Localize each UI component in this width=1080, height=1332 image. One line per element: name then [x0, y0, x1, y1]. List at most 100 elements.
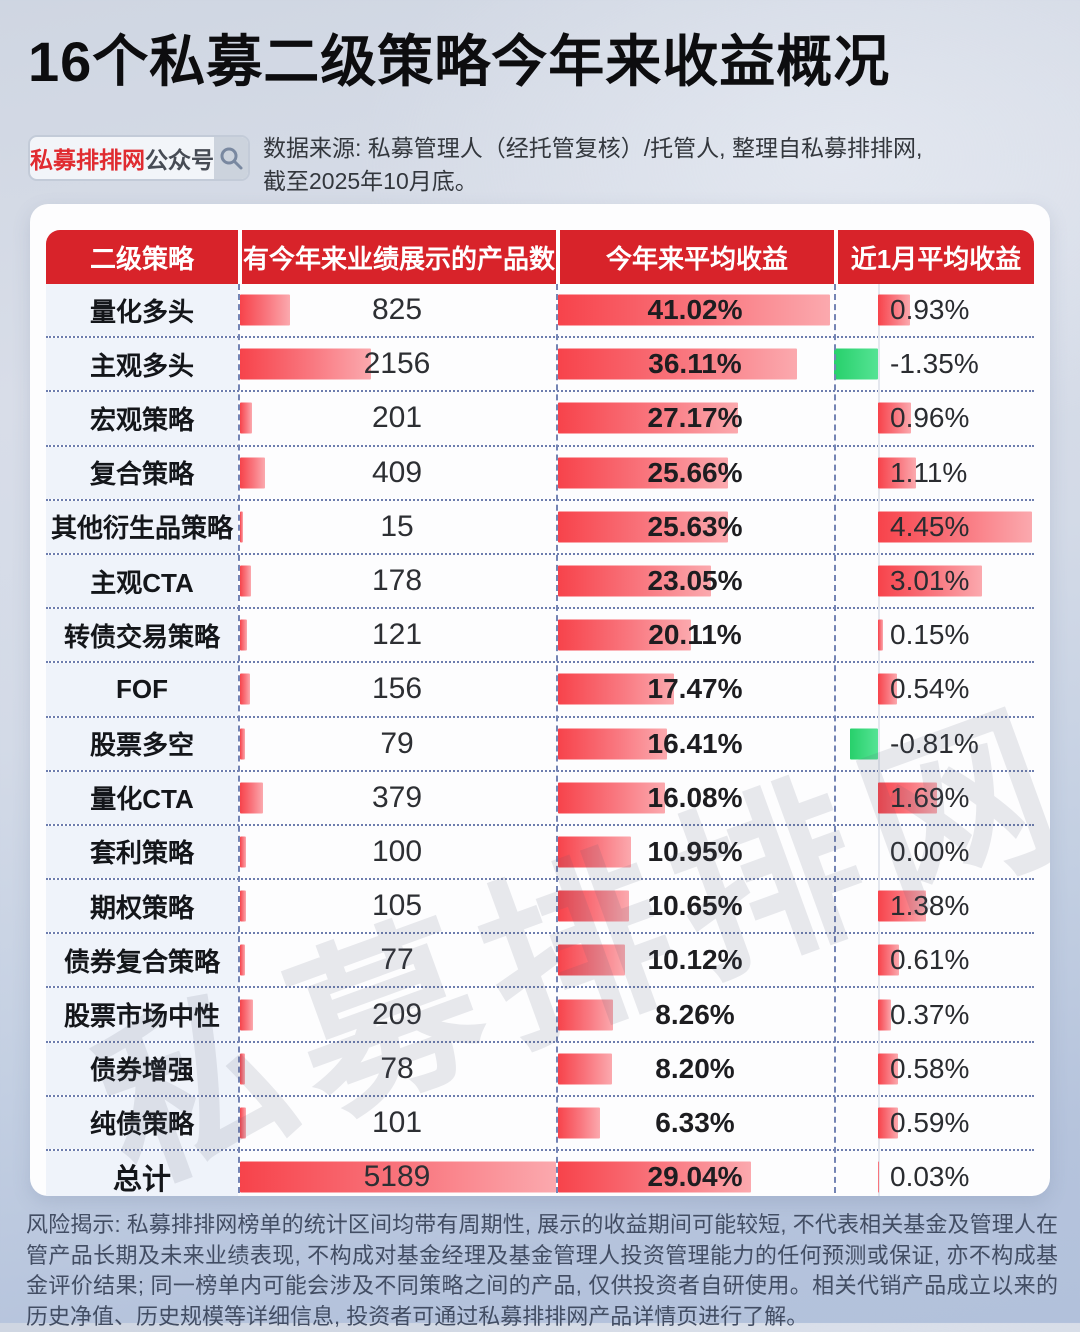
product-count-value: 209	[371, 997, 423, 1031]
m1-return-value: 1.11%	[890, 456, 968, 488]
product-count-cell: 2156	[238, 338, 556, 390]
product-count-value: 101	[371, 1105, 423, 1139]
ytd-return-cell: 29.04%	[556, 1151, 834, 1196]
ytd-return-bar	[558, 565, 711, 597]
header-1m-return: 近1月平均收益	[834, 230, 1034, 284]
product-count-cell: 409	[238, 447, 556, 499]
ytd-return-value: 25.66%	[647, 456, 743, 488]
search-button[interactable]	[214, 137, 248, 179]
strategy-name: 转债交易策略	[46, 609, 238, 662]
m1-return-bar	[878, 1107, 899, 1139]
ytd-return-cell: 8.26%	[556, 988, 834, 1040]
m1-return-value: 3.01%	[890, 565, 970, 597]
product-count-value: 78	[380, 1051, 414, 1085]
product-count-bar	[240, 294, 291, 326]
brand-suffix: 公众号	[145, 147, 214, 173]
ytd-return-bar	[558, 673, 674, 705]
product-count-bar	[240, 348, 372, 380]
strategy-name: 套利策略	[46, 825, 238, 879]
ytd-return-value: 6.33%	[655, 1106, 735, 1138]
strategy-name: 宏观策略	[46, 392, 238, 445]
m1-return-cell: 0.03%	[834, 1151, 1034, 1196]
header-ytd-return: 今年来平均收益	[556, 230, 834, 284]
product-count-cell: 101	[238, 1097, 556, 1149]
product-count-value: 15	[380, 509, 414, 543]
table-body: 量化多头 825 41.02% 0.93% 主观多头 2156 36.11% -1.35% 宏观…	[46, 284, 1034, 1196]
ytd-return-value: 8.20%	[655, 1052, 735, 1084]
m1-return-value: 0.59%	[890, 1106, 970, 1138]
ytd-return-bar	[558, 999, 613, 1031]
strategy-name: 量化多头	[46, 284, 238, 337]
m1-return-bar	[878, 944, 900, 976]
zero-axis-line	[878, 284, 880, 1196]
strategy-name: 总计	[46, 1151, 238, 1196]
table-row: 转债交易策略 121 20.11% 0.15%	[46, 607, 1034, 662]
m1-return-value: 0.61%	[890, 944, 970, 976]
product-count-cell: 79	[238, 718, 556, 770]
product-count-value: 156	[371, 672, 423, 706]
ytd-return-bar	[558, 728, 667, 760]
product-count-value: 105	[371, 889, 423, 923]
m1-return-cell: -0.81%	[834, 718, 1034, 770]
ytd-return-bar	[558, 511, 728, 543]
table-row: 复合策略 409 25.66% 1.11%	[46, 444, 1034, 499]
strategy-table: 二级策略 有今年来业绩展示的产品数 今年来平均收益 近1月平均收益 量化多头 82…	[46, 230, 1034, 1196]
ytd-return-value: 17.47%	[647, 673, 743, 705]
ytd-return-value: 36.11%	[648, 348, 742, 380]
product-count-value: 5189	[363, 1160, 431, 1194]
m1-return-bar	[878, 673, 897, 705]
column-divider	[834, 284, 836, 1196]
product-count-cell: 5189	[238, 1151, 556, 1196]
ytd-return-cell: 8.20%	[556, 1043, 834, 1095]
m1-return-cell: -1.35%	[834, 338, 1034, 390]
ytd-return-value: 8.26%	[655, 998, 735, 1030]
ytd-return-cell: 36.11%	[556, 338, 834, 390]
ytd-return-value: 23.05%	[647, 565, 743, 597]
strategy-name: 期权策略	[46, 880, 238, 933]
risk-disclaimer: 风险揭示: 私募排排网榜单的统计区间均带有周期性, 展示的收益期间可能较短, 不…	[26, 1212, 1058, 1329]
table-row-total: 总计 5189 29.04% 0.03%	[46, 1149, 1034, 1196]
product-count-bar	[240, 836, 247, 868]
ytd-return-cell: 25.63%	[556, 501, 834, 553]
table-row: 股票多空 79 16.41% -0.81%	[46, 715, 1034, 770]
product-count-bar	[240, 944, 245, 976]
ytd-return-bar	[558, 944, 626, 976]
ytd-return-cell: 41.02%	[556, 284, 834, 336]
m1-return-cell: 1.11%	[834, 447, 1034, 499]
ytd-return-bar	[558, 836, 631, 868]
table-header: 二级策略 有今年来业绩展示的产品数 今年来平均收益 近1月平均收益	[46, 230, 1034, 284]
m1-return-value: 0.03%	[890, 1161, 970, 1193]
strategy-name: FOF	[46, 663, 238, 716]
m1-return-value: -1.35%	[890, 348, 979, 380]
strategy-name: 纯债策略	[46, 1096, 238, 1149]
product-count-bar	[240, 999, 253, 1031]
m1-return-value: 1.69%	[890, 781, 970, 813]
product-count-bar	[240, 782, 264, 814]
m1-return-value: 0.54%	[890, 673, 970, 705]
page-title: 16个私募二级策略今年来收益概况	[28, 30, 891, 93]
product-count-bar	[240, 728, 245, 760]
strategy-name: 股票市场中性	[46, 988, 238, 1041]
ytd-return-cell: 10.65%	[556, 880, 834, 932]
strategy-name: 其他衍生品策略	[46, 500, 238, 553]
product-count-cell: 78	[238, 1043, 556, 1095]
data-source: 数据来源: 私募管理人（经托管复核）/托管人, 整理自私募排排网, 截至2025…	[263, 132, 1063, 198]
product-count-cell: 15	[238, 501, 556, 553]
column-divider	[238, 284, 240, 1196]
strategy-name: 债券复合策略	[46, 934, 238, 987]
m1-return-bar	[878, 619, 884, 651]
header-product-count: 有今年来业绩展示的产品数	[238, 230, 556, 284]
product-count-value: 121	[371, 618, 423, 652]
brand-badge[interactable]: 私募排排网公众号	[28, 135, 250, 181]
ytd-return-bar	[558, 348, 798, 380]
product-count-bar	[240, 890, 247, 922]
m1-return-bar	[878, 457, 917, 489]
m1-return-value: 0.58%	[890, 1052, 970, 1084]
ytd-return-bar	[558, 457, 729, 489]
product-count-cell: 209	[238, 988, 556, 1040]
m1-return-cell: 0.37%	[834, 988, 1034, 1040]
m1-return-bar	[878, 999, 891, 1031]
m1-return-cell: 0.54%	[834, 663, 1034, 715]
table-row: FOF 156 17.47% 0.54%	[46, 661, 1034, 716]
product-count-value: 2156	[363, 347, 431, 381]
